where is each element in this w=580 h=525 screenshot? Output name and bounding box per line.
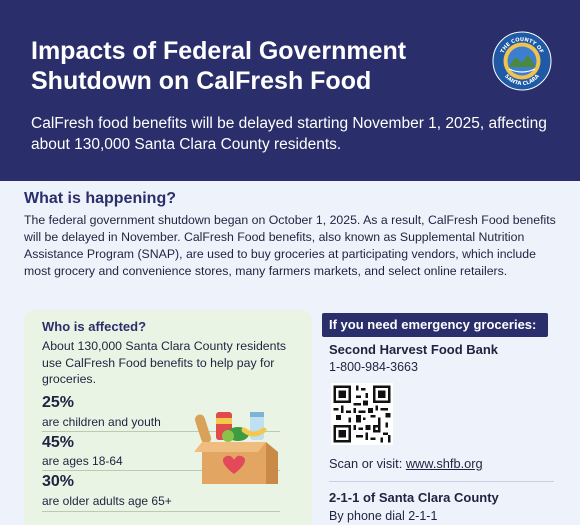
scan-or-visit: Scan or visit: www.shfb.org xyxy=(329,456,483,471)
title-line-1: Impacts of Federal Government xyxy=(31,37,407,65)
what-paragraph: The federal government shutdown began on… xyxy=(24,213,556,278)
emergency-groceries-badge: If you need emergency groceries: xyxy=(322,313,548,337)
food-bank-name: Second Harvest Food Bank xyxy=(329,342,499,357)
food-bank-phone[interactable]: 1-800-984-3663 xyxy=(329,360,418,374)
stat-children-value: 25% xyxy=(42,394,75,411)
two-one-one-phone: By phone dial 2-1-1 xyxy=(329,509,438,523)
stat-divider xyxy=(42,511,280,512)
stat-children-label: are children and youth xyxy=(42,415,161,429)
stat-divider xyxy=(42,431,280,432)
affected-heading: Who is affected? xyxy=(42,319,147,334)
what-heading: What is happening? xyxy=(24,190,176,207)
page-title: Impacts of Federal Government Shutdown o… xyxy=(31,36,481,96)
page-subtitle: CalFresh food benefits will be delayed s… xyxy=(31,115,547,153)
stat-older-label: are older adults age 65+ xyxy=(42,494,172,508)
grocery-box-icon xyxy=(194,412,278,484)
stat-adults-label: are ages 18-64 xyxy=(42,454,123,468)
stat-adults-value: 45% xyxy=(42,434,75,451)
section-divider xyxy=(329,481,554,482)
title-line-2: Shutdown on CalFresh Food xyxy=(31,67,372,95)
county-seal-icon: THE COUNTY OF SANTA CLARA xyxy=(492,31,552,91)
stat-older-value: 30% xyxy=(42,473,75,490)
scan-prefix: Scan or visit: xyxy=(329,456,406,471)
qr-code-icon[interactable] xyxy=(331,383,393,445)
food-bank-link[interactable]: www.shfb.org xyxy=(405,456,483,471)
header-banner xyxy=(0,0,580,181)
stat-divider xyxy=(42,470,280,471)
two-one-one-name: 2-1-1 of Santa Clara County xyxy=(329,490,499,505)
affected-paragraph: About 130,000 Santa Clara County residen… xyxy=(42,339,287,386)
